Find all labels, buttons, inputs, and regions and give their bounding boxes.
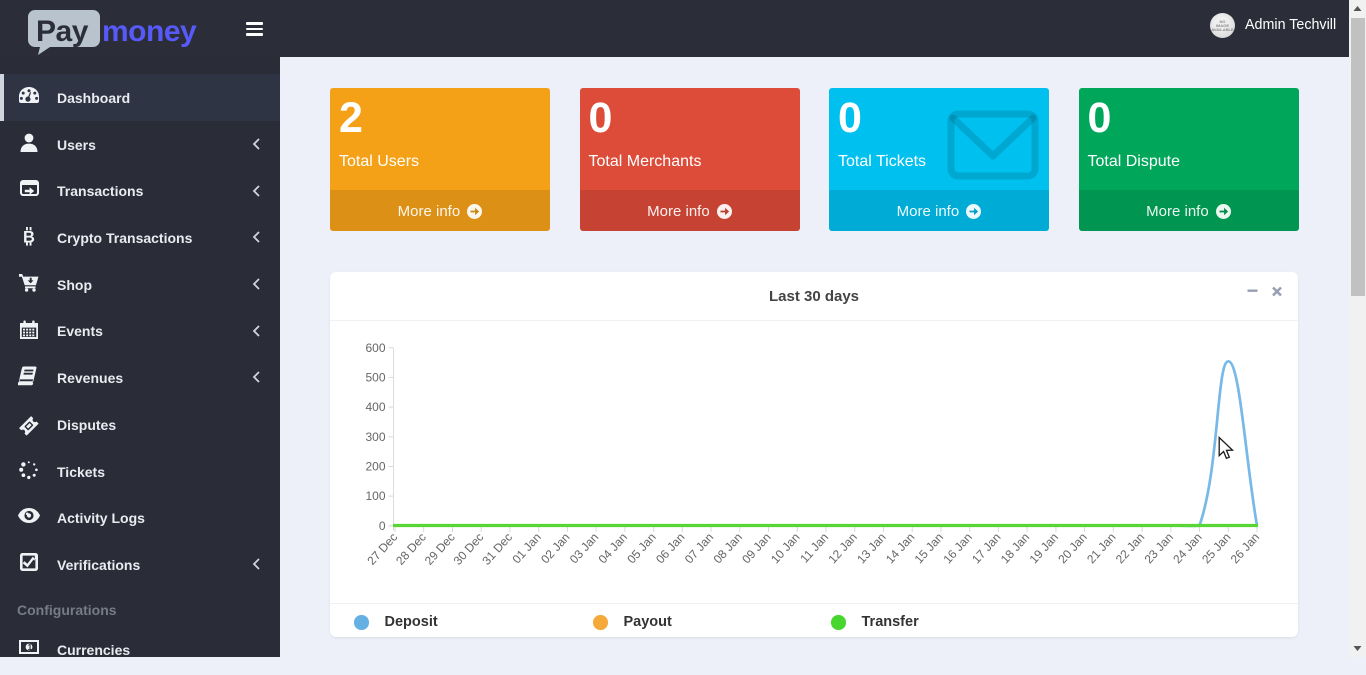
svg-text:23 Jan: 23 Jan — [1142, 530, 1177, 566]
svg-text:B: B — [23, 229, 35, 247]
svg-text:30 Dec: 30 Dec — [451, 530, 487, 568]
svg-text:24 Jan: 24 Jan — [1170, 530, 1205, 566]
svg-text:300: 300 — [365, 430, 385, 444]
svg-text:22 Jan: 22 Jan — [1113, 530, 1148, 566]
svg-text:14 Jan: 14 Jan — [883, 530, 918, 566]
svg-text:10 Jan: 10 Jan — [768, 530, 803, 566]
svg-text:09 Jan: 09 Jan — [739, 530, 774, 566]
svg-text:25 Jan: 25 Jan — [1199, 530, 1234, 566]
svg-text:11 Jan: 11 Jan — [797, 530, 831, 565]
svg-text:0: 0 — [379, 519, 386, 533]
svg-text:05 Jan: 05 Jan — [624, 530, 659, 566]
svg-text:19 Jan: 19 Jan — [1027, 530, 1062, 566]
svg-text:13 Jan: 13 Jan — [854, 530, 889, 566]
svg-text:12 Jan: 12 Jan — [825, 530, 860, 566]
svg-text:18 Jan: 18 Jan — [998, 530, 1033, 566]
svg-text:400: 400 — [365, 400, 385, 414]
svg-text:07 Jan: 07 Jan — [682, 530, 717, 566]
svg-text:16 Jan: 16 Jan — [940, 530, 975, 566]
svg-text:15 Jan: 15 Jan — [912, 530, 947, 566]
svg-text:04 Jan: 04 Jan — [596, 530, 631, 566]
svg-text:28 Dec: 28 Dec — [393, 530, 429, 568]
svg-text:600: 600 — [365, 341, 385, 355]
svg-text:100: 100 — [365, 489, 385, 503]
svg-text:Pay: Pay — [36, 15, 89, 48]
svg-text:06 Jan: 06 Jan — [653, 530, 688, 566]
svg-text:27 Dec: 27 Dec — [364, 530, 400, 568]
svg-text:21 Jan: 21 Jan — [1084, 530, 1119, 566]
svg-text:20 Jan: 20 Jan — [1055, 530, 1090, 566]
svg-text:1: 1 — [28, 642, 33, 651]
svg-text:money: money — [102, 15, 197, 48]
svg-text:17 Jan: 17 Jan — [969, 530, 1004, 566]
svg-text:500: 500 — [365, 370, 385, 384]
svg-text:08 Jan: 08 Jan — [711, 530, 746, 566]
svg-text:200: 200 — [365, 460, 385, 474]
svg-text:26 Jan: 26 Jan — [1228, 530, 1263, 566]
svg-text:02 Jan: 02 Jan — [538, 530, 573, 566]
svg-text:31 Dec: 31 Dec — [479, 530, 515, 568]
svg-text:03 Jan: 03 Jan — [567, 530, 602, 566]
svg-text:29 Dec: 29 Dec — [422, 530, 458, 568]
svg-text:01 Jan: 01 Jan — [509, 530, 544, 566]
